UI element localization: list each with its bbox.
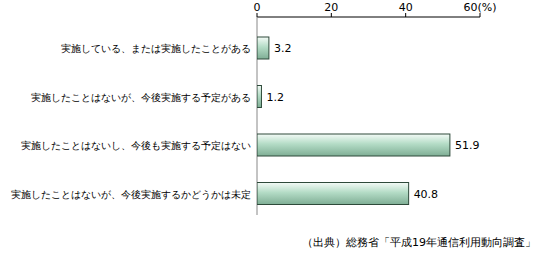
data-label: 51.9 [455, 139, 480, 152]
data-label: 3.2 [274, 42, 292, 55]
category-label: 実施している、または実施したことがある [61, 43, 251, 54]
source-note: （出典）総務省「平成19年通信利用動向調査」 [302, 236, 536, 249]
bar [257, 37, 269, 59]
category-label: 実施したことはないが、今後実施する予定がある [31, 92, 251, 103]
bar [257, 86, 261, 108]
x-axis-line [257, 17, 480, 18]
category-label: 実施したことはないし、今後も実施する予定はない [21, 140, 251, 151]
x-tick-label: 60(%) [463, 1, 496, 14]
x-tick-label: 20 [324, 1, 338, 14]
chart-root: 0 20 40 60(%) 3.2 実施している、または実施したことがある 1.2 実施したこ… [0, 0, 541, 262]
category-label: 実施したことはないが、今後実施するかどうかは未定 [11, 189, 251, 200]
data-label: 1.2 [266, 91, 284, 104]
bars [257, 37, 450, 205]
bar [257, 183, 409, 205]
bar [257, 134, 450, 156]
x-tick-label: 0 [254, 1, 261, 14]
data-label: 40.8 [414, 188, 439, 201]
x-tick-label: 40 [399, 1, 413, 14]
chart: 0 20 40 60(%) 3.2 実施している、または実施したことがある 1.2 実施したこ… [0, 0, 541, 262]
